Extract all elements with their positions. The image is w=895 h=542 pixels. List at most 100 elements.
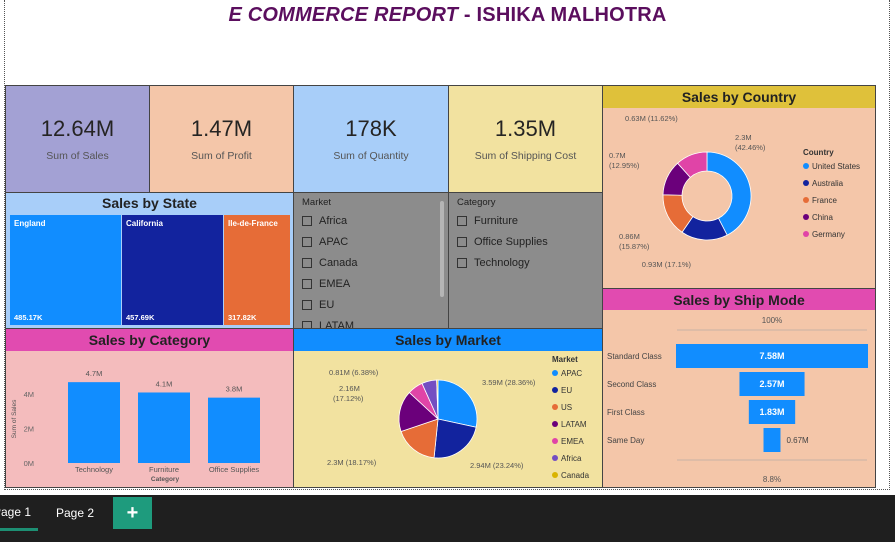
market-slicer-title: Market: [302, 197, 332, 208]
checkbox[interactable]: [457, 258, 467, 268]
treemap-tile-value: 457.69K: [126, 313, 155, 322]
kpi-sales-card[interactable]: 12.64M Sum of Sales: [5, 85, 150, 193]
market-option-emea[interactable]: EMEA: [302, 278, 350, 290]
legend-label: Africa: [561, 454, 582, 463]
tab-page-2-label: Page 2: [55, 506, 95, 520]
sales-by-country-header: [603, 86, 875, 108]
kpi-quantity-card[interactable]: 178K Sum of Quantity: [293, 85, 449, 193]
sales-by-country-panel[interactable]: Sales by Country 2.3M (42.46%) 0.93M (17.1…: [602, 85, 876, 289]
data-label: 0.93M (17.1%): [642, 260, 692, 269]
sales-by-market-panel[interactable]: Sales by Market 3.59M (28.36%) 2.94M (23.…: [293, 328, 603, 488]
bar-value-label: 3.8M: [226, 385, 243, 394]
kpi-profit-value: 1.47M: [190, 116, 253, 141]
data-label: 0.7M (12.95%): [609, 151, 640, 170]
legend-label: Australia: [812, 179, 844, 188]
report-title-author: - ISHIKA MALHOTRA: [458, 4, 667, 26]
funnel-bar-first-class: [748, 400, 796, 424]
sales-by-ship-mode-panel[interactable]: Sales by Ship Mode 100% Standard Class 7.5…: [602, 288, 876, 488]
treemap-tile-value: 485.17K: [14, 313, 43, 322]
y-tick-label: 2M: [24, 425, 34, 434]
funnel-value-label: 2.57M: [759, 379, 784, 389]
checkbox[interactable]: [302, 216, 312, 226]
checkbox[interactable]: [302, 279, 312, 289]
legend-label: United States: [812, 162, 860, 171]
market-option-africa[interactable]: Africa: [302, 215, 347, 227]
market-option-label: Africa: [319, 215, 348, 227]
checkbox[interactable]: [457, 237, 467, 247]
treemap-tile-california[interactable]: California 457.69K: [122, 215, 223, 325]
tab-page-1-label: Page 1: [0, 504, 32, 519]
data-label: 2.16M (17.12%): [333, 384, 364, 403]
checkbox[interactable]: [302, 300, 312, 310]
treemap-tile-label: Ile-de-France: [228, 219, 278, 228]
sales-by-ship-mode-title: Sales by Ship Mode: [673, 292, 805, 308]
market-option-label: Canada: [319, 257, 358, 269]
add-page-button[interactable]: +: [113, 497, 152, 529]
treemap-tile-ile-de-france[interactable]: Ile-de-France 317.82K: [224, 215, 290, 325]
x-axis-label: Category: [151, 476, 180, 483]
category-option-technology[interactable]: Technology: [457, 257, 530, 269]
sales-by-category-panel[interactable]: Sales by Category 0M 2M 4M Sum of Sales 4.7M…: [5, 328, 294, 488]
checkbox[interactable]: [302, 321, 312, 328]
checkbox[interactable]: [457, 216, 467, 226]
checkbox[interactable]: [302, 237, 312, 247]
tab-page-2[interactable]: Page 2: [50, 495, 100, 531]
legend-label: LATAM: [561, 420, 587, 429]
legend-label: Canada: [561, 471, 590, 480]
category-slicer[interactable]: Category Furniture Office Supplies Techn…: [448, 192, 603, 329]
legend-marker: [803, 231, 809, 237]
kpi-sales-value: 12.64M: [40, 116, 115, 141]
funnel-category-label: Second Class: [607, 380, 656, 389]
treemap-tile-england[interactable]: England 485.17K: [10, 215, 121, 325]
market-option-apac[interactable]: APAC: [302, 236, 348, 248]
legend-marker: [552, 404, 558, 410]
kpi-quantity-label: Sum of Quantity: [333, 150, 409, 162]
funnel-bar-same-day: [763, 428, 781, 452]
kpi-profit-card[interactable]: 1.47M Sum of Profit: [149, 85, 294, 193]
funnel-category-label: Standard Class: [607, 352, 662, 361]
market-slicer[interactable]: Market Africa APAC Canada EMEA EU LATAM: [293, 192, 449, 329]
legend-title: Market: [552, 355, 578, 364]
sales-by-category-chart: 0M 2M 4M Sum of Sales 4.7M Technology 4.1M Furn…: [11, 369, 260, 483]
category-option-office-supplies[interactable]: Office Supplies: [457, 236, 548, 248]
bar-technology: [68, 382, 120, 463]
data-label: 0.81M (6.38%): [329, 368, 379, 377]
sales-by-market-chart: 3.59M (28.36%) 2.94M (23.24%) 2.3M (18.17%…: [327, 355, 590, 480]
funnel-category-label: First Class: [607, 408, 645, 417]
report-frame: [4, 0, 890, 490]
funnel-top-label: 100%: [762, 316, 782, 325]
category-option-label: Technology: [474, 257, 530, 269]
funnel-value-label: 7.58M: [759, 351, 784, 361]
sales-by-state-panel[interactable]: Sales by State England 485.17K Californi…: [5, 192, 294, 329]
sales-by-category-header: [6, 329, 293, 351]
pie-slice-canada: [436, 379, 439, 420]
market-slicer-scrollbar[interactable]: [440, 201, 444, 297]
legend-label: France: [812, 196, 837, 205]
sales-by-category-title: Sales by Category: [88, 332, 211, 348]
kpi-profit-label: Sum of Profit: [191, 150, 252, 162]
bar-office-supplies: [208, 397, 260, 463]
sales-by-ship-mode-chart: 100% Standard Class 7.58M Second Class 2.57M…: [607, 316, 868, 484]
x-tick-label: Furniture: [149, 465, 179, 474]
category-option-furniture[interactable]: Furniture: [457, 215, 518, 227]
sales-by-country-chart: 2.3M (42.46%) 0.93M (17.1%) 0.86M (15.87%) 0.…: [609, 114, 860, 269]
legend-label: China: [812, 213, 833, 222]
kpi-quantity-value: 178K: [345, 116, 397, 141]
legend-title: Country: [803, 148, 834, 157]
legend-marker: [552, 370, 558, 376]
bar-value-label: 4.7M: [86, 369, 103, 378]
kpi-shipping-cost-value: 1.35M: [494, 116, 557, 141]
market-option-latam[interactable]: LATAM: [302, 320, 354, 328]
legend-marker: [552, 387, 558, 393]
pie-slice-eu: [433, 418, 477, 459]
market-option-eu[interactable]: EU: [302, 299, 334, 311]
tab-page-1[interactable]: Page 1: [0, 495, 38, 531]
market-option-canada[interactable]: Canada: [302, 257, 358, 269]
legend-marker: [803, 197, 809, 203]
funnel-value-label: 1.83M: [759, 407, 784, 417]
data-label: 2.3M (42.46%): [735, 133, 766, 152]
kpi-shipping-cost-card[interactable]: 1.35M Sum of Shipping Cost: [448, 85, 603, 193]
plus-icon: +: [126, 501, 139, 524]
checkbox[interactable]: [302, 258, 312, 268]
